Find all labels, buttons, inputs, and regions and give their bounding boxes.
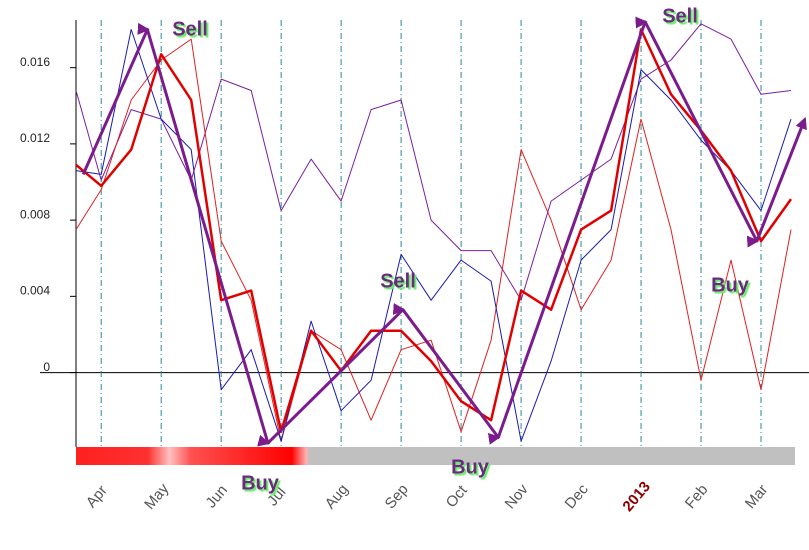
annotation: Buy xyxy=(451,456,490,478)
annotation: Buy xyxy=(241,472,280,494)
x-tick-label: Oct xyxy=(443,482,472,511)
series-line xyxy=(75,28,793,433)
annotation: Sell xyxy=(172,18,208,40)
x-tick-label: 2013 xyxy=(619,478,653,514)
trend-arrows xyxy=(81,16,807,447)
annotation: Buy xyxy=(711,274,750,296)
x-tick-label: Jun xyxy=(202,482,231,511)
x-tick-label: Feb xyxy=(682,481,712,512)
x-tick-label: Apr xyxy=(83,482,111,511)
series-line xyxy=(75,29,792,442)
y-tick-label: 0.004 xyxy=(20,284,50,298)
x-tick-label: Sep xyxy=(382,481,412,512)
y-tick-label: 0 xyxy=(43,360,50,374)
x-tick-label: Mar xyxy=(742,481,772,512)
x-tick-label: Aug xyxy=(322,481,352,512)
x-tick-label: Nov xyxy=(502,481,532,513)
signal-strip xyxy=(76,447,795,465)
annotation: Sell xyxy=(662,5,698,27)
annotation: Sell xyxy=(380,270,416,292)
y-tick-label: 0.008 xyxy=(20,207,50,221)
y-tick-label: 0.016 xyxy=(20,55,50,69)
x-tick-label: May xyxy=(141,480,173,513)
y-tick-label: 0.012 xyxy=(20,131,50,145)
x-tick-label: Dec xyxy=(562,481,592,513)
series-line xyxy=(75,23,792,301)
